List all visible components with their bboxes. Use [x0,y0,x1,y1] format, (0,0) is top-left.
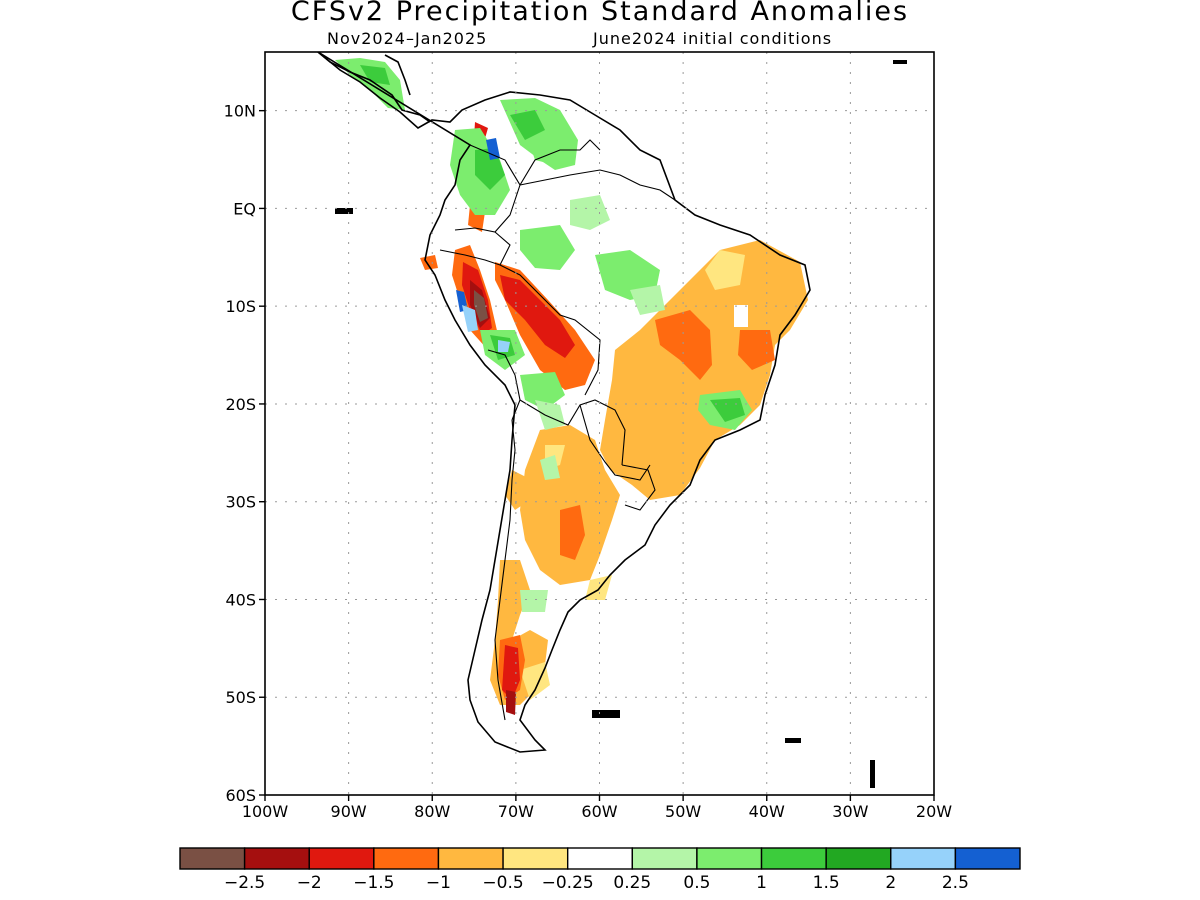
lon-tick-label: 60W [581,802,617,821]
lat-tick-label: 10N [224,102,256,121]
colorbar-label: −0.25 [542,873,594,893]
colorbar-swatch [308,847,375,870]
colorbar-label: 0.5 [683,873,710,893]
colorbar-label: 1 [756,873,767,893]
colorbar-label: 1.5 [813,873,840,893]
lon-tick-label: 70W [498,802,534,821]
colorbar-label: −2 [297,873,322,893]
longitude-axis: 100W 90W 80W 70W 60W 50W 40W 30W 20W [242,795,952,821]
dry-anomaly-regions [490,120,808,705]
south-georgia-island [785,738,801,743]
colorbar-label: −1.5 [353,873,394,893]
colorbar-swatch [437,847,504,870]
gridlines [265,52,934,795]
colorbar-swatch [760,847,827,870]
lon-tick-label: 90W [331,802,367,821]
galapagos-island [335,208,353,214]
colorbar-label: −0.5 [482,873,523,893]
lat-tick-label: 30S [225,493,256,512]
lat-tick-label: 40S [225,590,256,609]
colorbar-swatch [696,847,763,870]
lon-tick-label: 40W [749,802,785,821]
island-ne [893,60,907,64]
lon-tick-label: 20W [916,802,952,821]
missing-data-patch [734,305,748,327]
lon-tick-label: 100W [242,802,289,821]
very-wet-regions [456,138,510,352]
country-borders [439,139,676,721]
colorbar-label: 2.5 [942,873,969,893]
lat-tick-label: 60S [225,786,256,805]
colorbar-label: −1 [426,873,451,893]
colorbar-swatch [825,847,892,870]
sandwich-islands [870,760,875,788]
islands [335,60,907,788]
colorbar-label: 2 [885,873,896,893]
lat-tick-label: 10S [225,297,256,316]
colorbar-swatch [890,847,957,870]
caribbean-coast [384,54,411,96]
lon-tick-label: 80W [414,802,450,821]
lat-tick-label: 50S [225,688,256,707]
falkland-islands [592,710,620,718]
colorbar-label: −2.5 [224,873,265,893]
colorbar-swatch [954,847,1021,870]
colorbar-swatch [373,847,440,870]
initial-conditions: June2024 initial conditions [593,29,833,48]
colorbar-swatch [243,847,310,870]
central-america-coast [317,52,431,123]
chart-title: CFSv2 Precipitation Standard Anomalies [290,0,910,27]
anomaly-field [335,58,808,715]
lon-tick-label: 50W [665,802,701,821]
coastlines [317,52,811,753]
forecast-period: Nov2024–Jan2025 [327,29,488,48]
colorbar-swatch [502,847,569,870]
colorbar-swatch [179,847,246,870]
south-america-coastline [317,52,811,753]
lat-tick-label: EQ [233,199,256,218]
colorbar-labels: −2.5 −2 −1.5 −1 −0.5 −0.25 0.25 0.5 1 1.5 2 2.5 [224,873,969,893]
colorbar-label: 0.25 [613,873,651,893]
lat-tick-label: 20S [225,395,256,414]
lon-tick-label: 30W [832,802,868,821]
latitude-axis: 10N EQ 10S 20S 30S 40S 50S 60S [224,102,265,805]
colorbar-swatch [631,847,698,870]
colorbar-swatch [566,847,634,870]
colorbar [179,847,1021,870]
